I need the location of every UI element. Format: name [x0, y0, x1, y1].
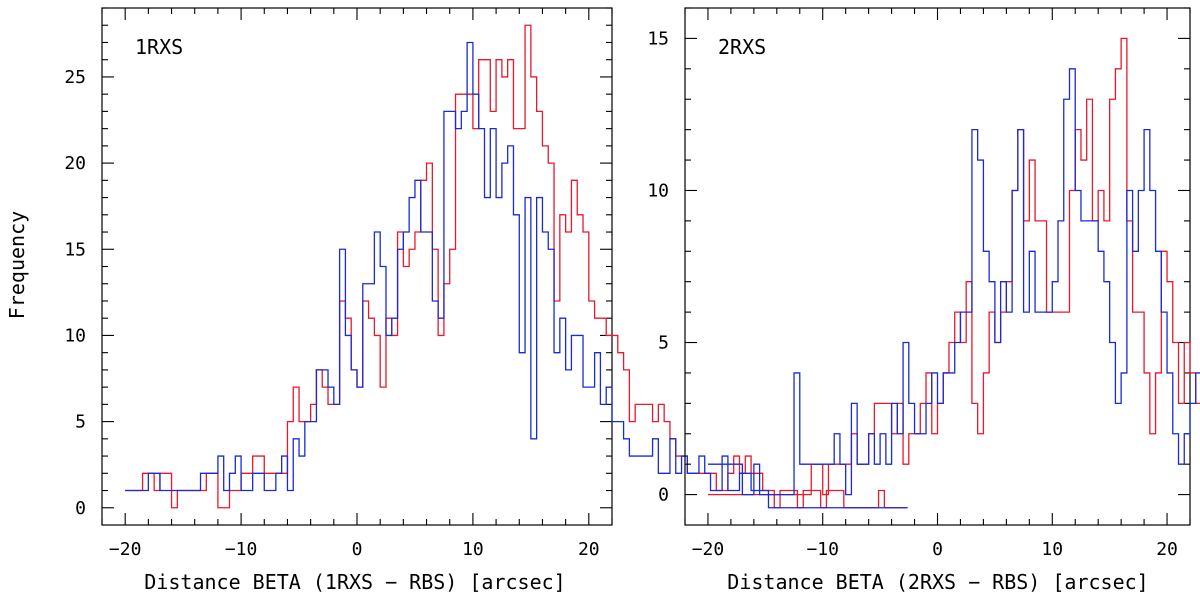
- histogram-blue-series: [125, 41, 908, 509]
- panel-1rxs: Frequency 1RXS Distance BETA (1RXS − RBS…: [5, 7, 908, 594]
- x-tick-label: 0: [932, 539, 943, 560]
- y-tick-label: 5: [75, 412, 86, 433]
- x-tick-label: 20: [578, 539, 600, 560]
- y-axis-title: Frequency: [5, 211, 29, 319]
- x-tick-label: 20: [1156, 539, 1178, 560]
- panel-label-2rxs: 2RXS: [718, 35, 766, 59]
- plot-frame: [101, 7, 613, 526]
- x-axis-title-1rxs: Distance BETA (1RXS − RBS) [arcsec]: [144, 570, 565, 594]
- x-axis-title-2rxs: Distance BETA (2RXS − RBS) [arcsec]: [727, 570, 1148, 594]
- y-tick-label: 25: [64, 67, 86, 88]
- x-tick-label: −20: [692, 539, 725, 560]
- y-tick-label: 15: [647, 28, 669, 49]
- x-tick-label: 10: [462, 539, 484, 560]
- y-tick-label: 15: [64, 239, 86, 260]
- y-tick-label: 0: [658, 485, 669, 506]
- histogram-red-series: [125, 24, 908, 509]
- x-tick-label: 0: [352, 539, 363, 560]
- x-tick-label: −20: [109, 539, 142, 560]
- x-tick-label: 10: [1041, 539, 1063, 560]
- histogram-blue-series: [707, 68, 1200, 496]
- x-tick-label: −10: [225, 539, 258, 560]
- y-tick-label: 0: [75, 498, 86, 519]
- panel-2rxs: 2RXS Distance BETA (2RXS − RBS) [arcsec]…: [647, 7, 1200, 594]
- x-tick-label: −10: [806, 539, 839, 560]
- y-tick-label: 10: [647, 180, 669, 201]
- histogram-red-series: [707, 37, 1200, 496]
- plot-frame: [684, 7, 1191, 526]
- y-tick-label: 5: [658, 333, 669, 354]
- panel-label-1rxs: 1RXS: [135, 35, 183, 59]
- y-tick-label: 10: [64, 325, 86, 346]
- y-tick-label: 20: [64, 153, 86, 174]
